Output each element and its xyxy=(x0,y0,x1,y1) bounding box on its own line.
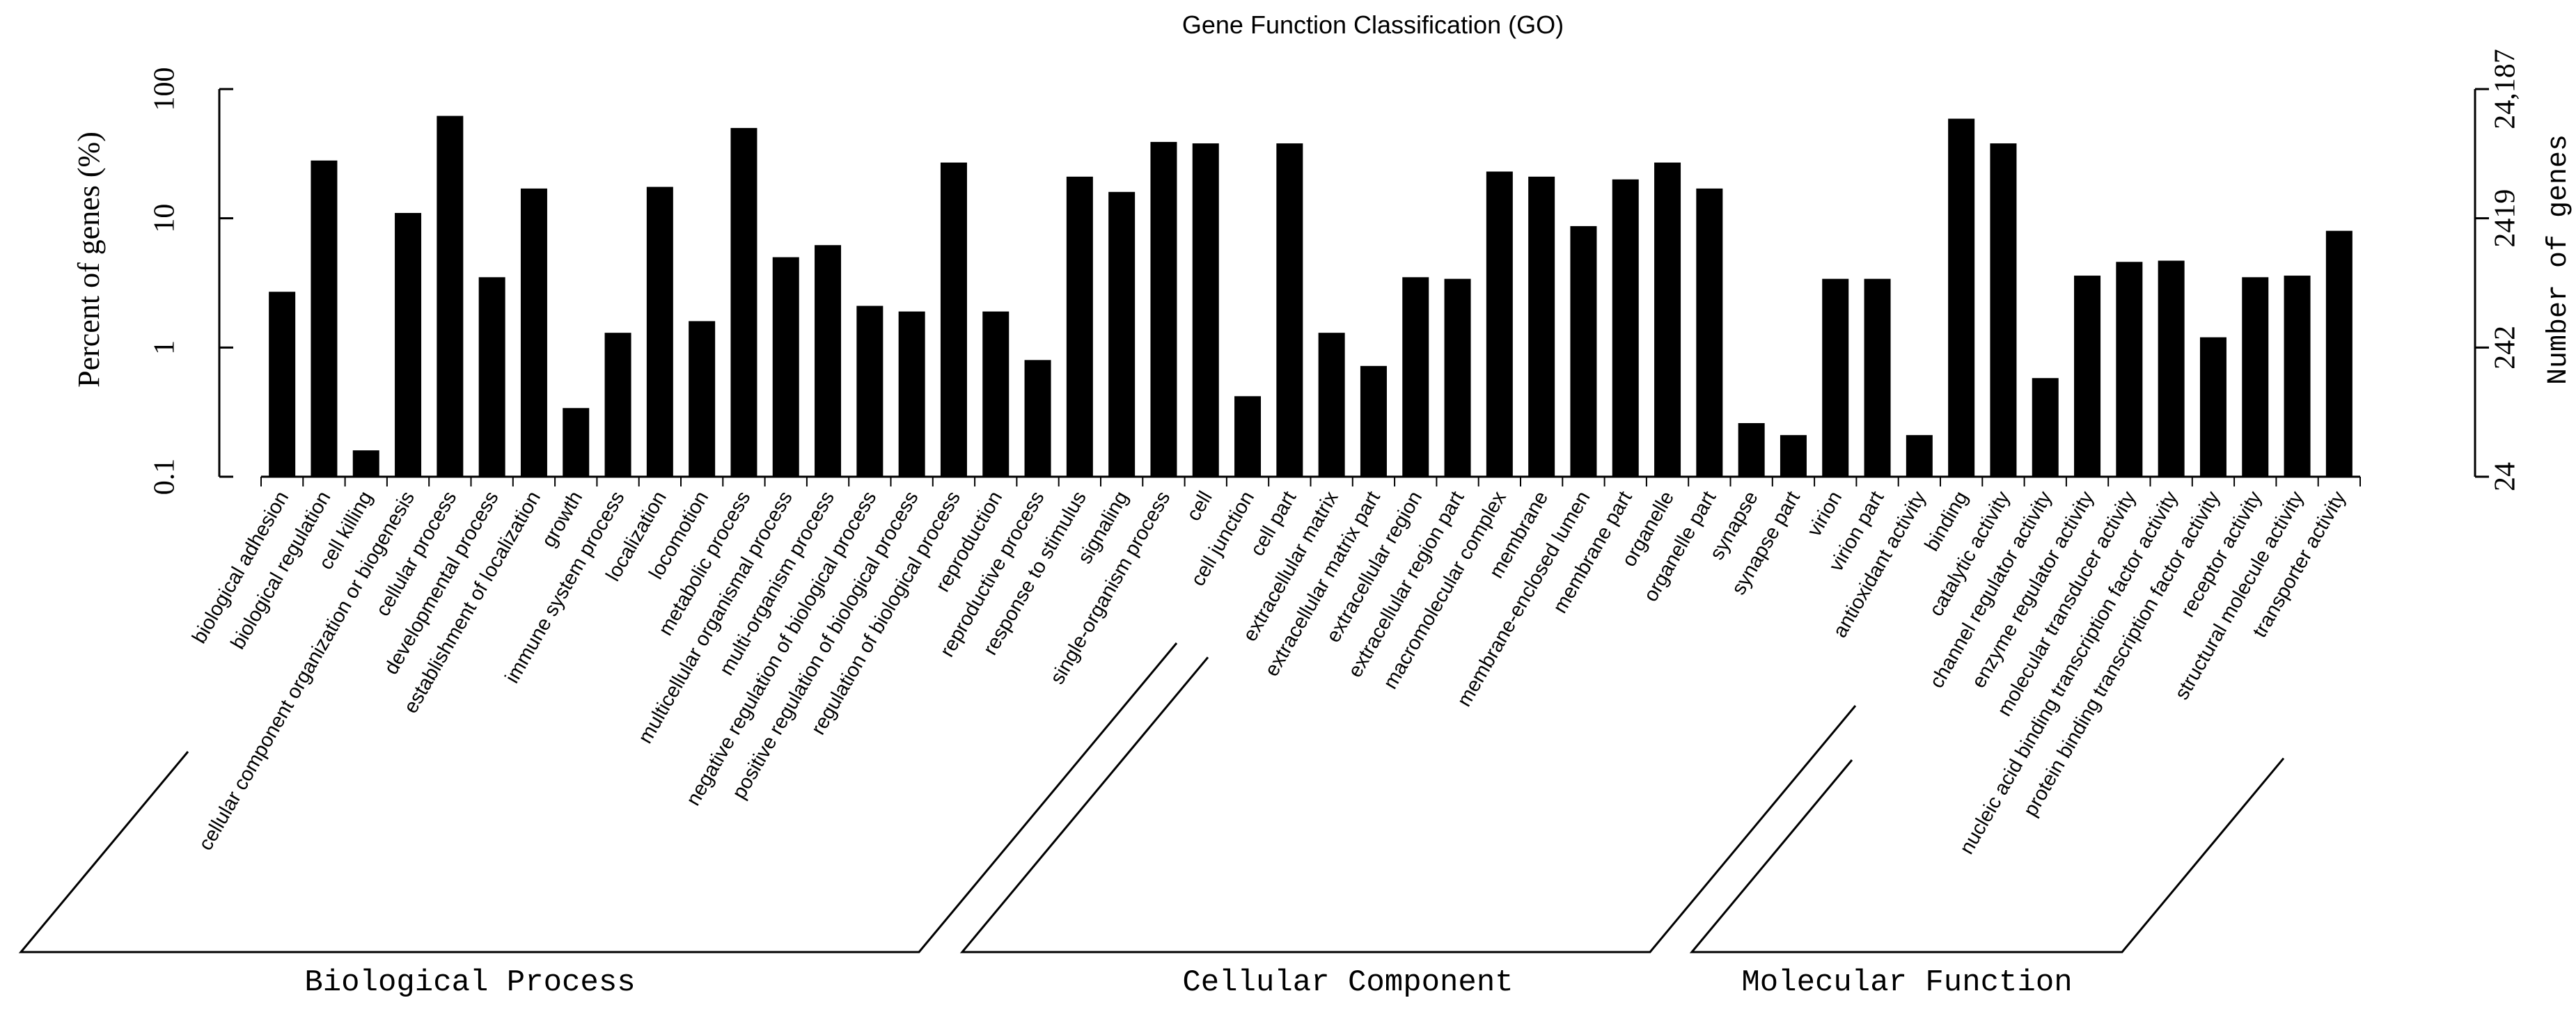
bracket-molecular-function xyxy=(1689,757,2285,953)
bar-cell-part xyxy=(1276,143,1303,477)
bar-synapse xyxy=(1738,422,1765,477)
x-tick-label: cell xyxy=(1182,488,1216,525)
bar-synapse-part xyxy=(1780,435,1807,477)
bar-localization xyxy=(646,187,673,477)
bar-molecular-transducer-activity xyxy=(2116,262,2143,477)
bar-membrane-enclosed-lumen xyxy=(1570,225,1597,477)
bar-extracellular-matrix-part xyxy=(1360,365,1387,477)
bar-nucleic-acid-binding-transcription-factor-activity xyxy=(2158,260,2185,477)
group-label: Biological Process xyxy=(304,965,635,1000)
bar-organelle-part xyxy=(1696,188,1723,477)
bar-positive-regulation-of-biological-process xyxy=(898,311,925,477)
group-brackets: Biological Process Cellular Component Mole… xyxy=(18,642,2285,1000)
bar-macromolecular-complex xyxy=(1486,171,1513,477)
x-tick-label: virion xyxy=(1803,488,1846,541)
bar-cellular-process xyxy=(437,116,464,477)
group-label: Cellular Component xyxy=(1182,965,1513,1000)
bar-biological-adhesion xyxy=(269,292,296,477)
bracket-biological-process xyxy=(18,642,1178,953)
bar-regulation-of-biological-process xyxy=(940,162,967,477)
bars xyxy=(269,116,2353,477)
y2-axis-label: Number of genes xyxy=(2543,134,2575,385)
bar-structural-molecule-activity xyxy=(2284,276,2311,477)
bar-developmental-process xyxy=(478,277,505,477)
bar-virion-part xyxy=(1864,278,1891,477)
group-label: Molecular Function xyxy=(1741,965,2072,1000)
bar-single-organism-process xyxy=(1150,141,1177,477)
y2-tick-label: 24 xyxy=(2490,462,2522,491)
y2-tick-label: 2419 xyxy=(2490,189,2522,248)
bar-signaling xyxy=(1108,191,1136,477)
y2-tick-label: 24,187 xyxy=(2490,49,2522,129)
bar-response-to-stimulus xyxy=(1066,176,1093,477)
y-tick-label: 10 xyxy=(149,204,181,233)
chart-title: Gene Function Classification (GO) xyxy=(1182,10,1564,39)
bar-extracellular-region-part xyxy=(1444,278,1471,477)
bar-membrane-part xyxy=(1612,179,1639,477)
bar-cell-killing xyxy=(352,450,379,477)
bar-multi-organism-process xyxy=(815,245,842,477)
bar-protein-binding-transcription-factor-activity xyxy=(2199,337,2226,477)
bar-transporter-activity xyxy=(2325,230,2353,477)
bar-cell-junction xyxy=(1234,396,1262,477)
bar-immune-system-process xyxy=(604,333,631,477)
bar-negative-regulation-of-biological-process xyxy=(856,306,883,477)
bar-establishment-of-localization xyxy=(520,188,547,477)
bar-cell xyxy=(1192,143,1219,477)
bar-extracellular-matrix xyxy=(1318,333,1345,477)
bar-virion xyxy=(1822,278,1849,477)
y2-tick-label: 242 xyxy=(2490,326,2522,370)
bar-binding xyxy=(1948,118,1975,477)
y-axis-label: Percent of genes (%) xyxy=(72,132,106,388)
bar-growth xyxy=(563,408,590,477)
bar-reproduction xyxy=(982,311,1010,477)
bracket-cellular-component xyxy=(959,656,1857,953)
bar-enzyme-regulator-activity xyxy=(2074,276,2101,477)
bar-channel-regulator-activity xyxy=(2032,378,2059,477)
bar-cellular-component-organization-or-biogenesis xyxy=(395,212,422,477)
bar-receptor-activity xyxy=(2242,277,2269,477)
y-tick-label: 0.1 xyxy=(149,459,181,496)
bar-organelle xyxy=(1654,162,1681,477)
bar-catalytic-activity xyxy=(1990,143,2017,477)
bar-multicellular-organismal-process xyxy=(772,257,799,477)
bar-antioxidant-activity xyxy=(1906,435,1933,477)
bar-locomotion xyxy=(689,321,716,477)
y-tick-label: 1 xyxy=(149,340,181,355)
bar-extracellular-region xyxy=(1402,277,1429,477)
bar-metabolic-process xyxy=(730,127,757,477)
bar-biological-regulation xyxy=(311,160,338,477)
bar-reproductive-process xyxy=(1024,360,1051,477)
bar-membrane xyxy=(1528,176,1555,477)
y-tick-label: 100 xyxy=(149,68,181,111)
